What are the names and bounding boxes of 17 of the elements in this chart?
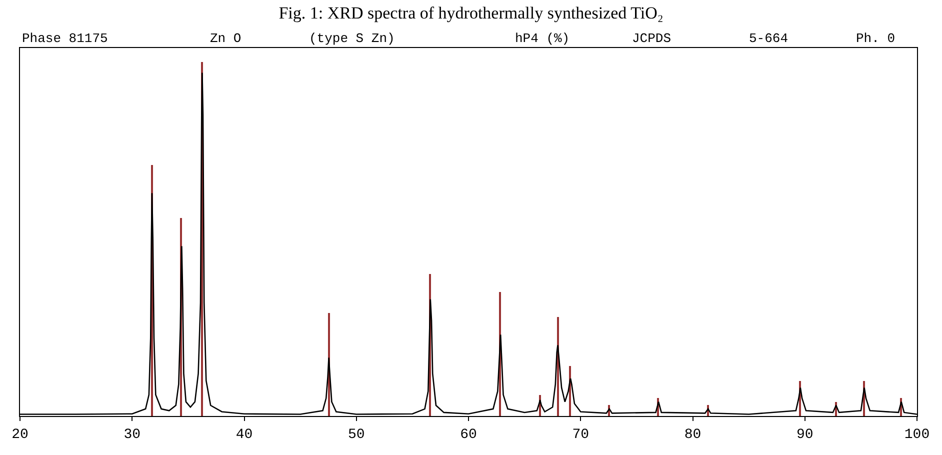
text: JCPDS xyxy=(632,31,672,46)
x-tick-label: 100 xyxy=(904,426,930,443)
x-tick-label: 50 xyxy=(348,426,365,443)
text: Zn O xyxy=(210,31,242,46)
x-tick-label: 40 xyxy=(236,426,253,443)
text: 5-664 xyxy=(749,31,788,46)
chart-title: Fig. 1: XRD spectra of hydrothermally synthesized TiO₂ xyxy=(278,4,664,23)
x-tick-label: 80 xyxy=(684,426,702,443)
x-tick-label: 20 xyxy=(12,426,28,443)
text: hP4 (%) xyxy=(515,31,570,46)
x-tick-label: 90 xyxy=(796,426,814,443)
x-tick-label: 60 xyxy=(460,426,477,443)
text: Ph. 0 xyxy=(856,31,896,46)
text: Phase 81175 xyxy=(22,31,108,46)
x-tick-label: 30 xyxy=(124,426,141,443)
x-tick-label: 70 xyxy=(572,426,590,443)
text: (type S Zn) xyxy=(309,31,395,46)
